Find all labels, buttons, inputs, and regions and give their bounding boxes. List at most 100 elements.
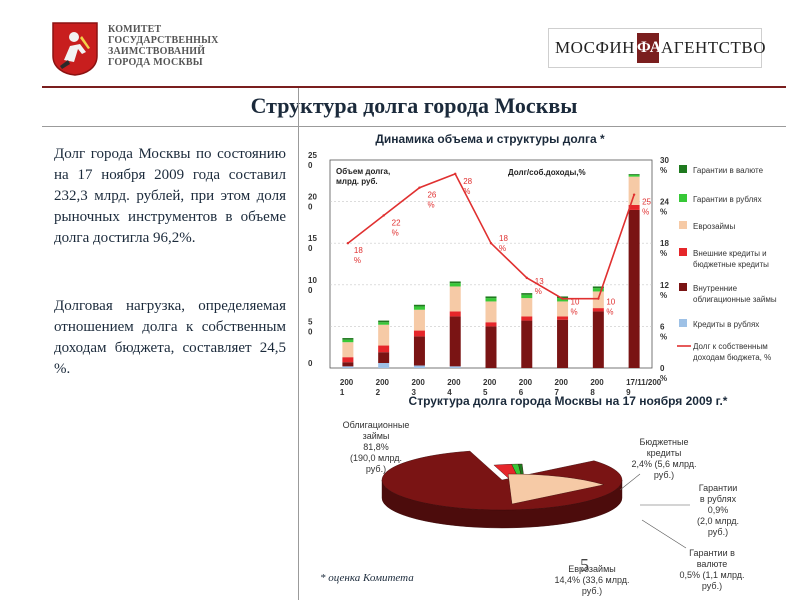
bar-segment <box>378 320 390 323</box>
ratio-point <box>561 297 564 300</box>
ratio-point <box>525 276 528 280</box>
bar-segment <box>557 319 569 368</box>
bar-segment <box>557 296 569 299</box>
legend-label: Еврозаймы <box>693 222 735 231</box>
ratio-point <box>418 186 421 189</box>
bar-segment <box>557 301 569 317</box>
bar-segment <box>342 339 354 343</box>
bar-segment <box>592 311 604 368</box>
legend-label: Гарантии в валюте <box>693 166 764 175</box>
legend-swatch <box>679 319 687 327</box>
x-tick-label: 200 7 <box>555 378 569 397</box>
bar-segment <box>449 281 461 284</box>
pie-slice-label: Еврозаймы 14,4% (33,6 млрд. руб.) <box>554 564 629 596</box>
bar-segment <box>378 324 390 346</box>
mosfin-agency-logo: МОСФИН ФА АГЕНТСТВО <box>548 28 766 68</box>
pie-slice-label: Бюджетные кредиты 2,4% (5,6 млрд. руб.) <box>631 437 696 480</box>
legend-label: Долг к собственным доходам бюджета, % <box>693 342 771 362</box>
bar-segment <box>413 365 425 368</box>
bar-segment <box>342 366 354 368</box>
bar-segment <box>342 338 354 340</box>
y-tick-label: 10 0 <box>308 276 317 295</box>
header-divider <box>42 86 786 88</box>
legend-swatch <box>679 194 687 202</box>
committee-line: ГОСУДАРСТВЕННЫХ <box>108 35 219 46</box>
ratio-data-label: 13% <box>535 277 544 296</box>
bar-segment <box>592 308 604 312</box>
ratio-point <box>597 297 600 300</box>
bar-segment <box>628 174 640 177</box>
column-divider <box>298 88 299 600</box>
bar-segment <box>413 304 425 307</box>
bar-segment <box>449 286 461 312</box>
x-tick-label: 200 5 <box>483 378 497 397</box>
ratio-point <box>632 193 636 196</box>
legend-swatch <box>679 221 687 229</box>
x-tick-label: 200 3 <box>411 378 425 397</box>
page-number: 5 <box>580 555 589 575</box>
y-tick-label: 15 0 <box>308 234 317 253</box>
ratio-data-label: 28% <box>463 177 472 196</box>
y-tick-label: 25 0 <box>308 151 317 170</box>
bar-segment <box>485 301 497 323</box>
pie-chart-title: Структура долга города Москвы на 17 нояб… <box>409 394 728 408</box>
bar-segment <box>449 283 461 287</box>
bar-segment <box>378 322 390 325</box>
ratio-data-label: 10% <box>571 298 580 317</box>
bar-segment <box>449 316 461 367</box>
debt-dynamics-chart: Динамика объема и структуры долга * 25 0 20… <box>308 132 777 397</box>
legend-label: Кредиты в рублях <box>693 320 759 329</box>
committee-line: ЗАИМСТВОВАНИЙ <box>108 46 206 57</box>
bar-segment <box>342 362 354 367</box>
ratio-point <box>454 172 457 176</box>
bar-segment <box>449 366 461 368</box>
ratio-point <box>489 242 493 245</box>
y2-tick-label: 6% <box>660 322 667 341</box>
bar-segment <box>628 176 640 205</box>
bar-segment <box>342 342 354 358</box>
bar-segment <box>521 298 533 317</box>
y-tick-label: 20 0 <box>308 193 317 212</box>
legend-label: Внутренние облигационные займы <box>693 284 777 304</box>
pie-slice-label: Гарантии в валюте 0,5% (1,1 млрд. руб.) <box>679 548 744 591</box>
pie-slice-label: Облигационные займы 81,8% (190,0 млрд. руб.) <box>343 420 410 474</box>
debt-structure-pie-chart: Структура долга города Москвы на 17 нояб… <box>343 394 745 596</box>
committee-name: КОМИТЕТ ГОСУДАРСТВЕННЫХ ЗАИМСТВОВАНИЙ ГО… <box>108 24 238 68</box>
x-tick-label: 17/11/200 9 <box>626 378 662 397</box>
bar-segment <box>378 345 390 353</box>
agency-emblem-icon: ФА <box>637 33 661 63</box>
y-axis-label: Объем долга, млрд. руб. <box>336 167 390 186</box>
title-divider <box>42 126 786 127</box>
bar-segment <box>342 357 354 363</box>
bar-segment <box>449 311 461 317</box>
pie-slice <box>381 450 623 511</box>
leader-line <box>641 519 687 549</box>
x-tick-label: 200 1 <box>340 378 354 397</box>
agency-name-right: АГЕНТСТВО <box>661 38 766 57</box>
y2-tick-label: 18% <box>660 239 669 258</box>
ratio-point <box>346 242 350 245</box>
committee-line: ГОРОДА МОСКВЫ <box>108 57 203 68</box>
y2-tick-label: 12% <box>660 281 669 300</box>
bar-segment <box>628 204 640 210</box>
ratio-data-label: 18% <box>354 246 363 265</box>
bar-segment <box>628 209 640 368</box>
legend-swatch <box>679 248 687 256</box>
bar-segment <box>592 286 604 289</box>
y-tick-label: 0 <box>308 359 313 368</box>
ratio-data-label: 18% <box>499 234 508 253</box>
committee-line: КОМИТЕТ <box>108 24 162 35</box>
x-tick-label: 200 8 <box>590 378 604 397</box>
legend-swatch <box>679 283 687 291</box>
pie-slice <box>507 473 604 505</box>
bar-segment <box>521 320 533 368</box>
pie-slice-label: Гарантии в рублях 0,9% (2,0 млрд. руб.) <box>697 483 739 537</box>
page-title: Структура долга города Москвы <box>250 93 578 118</box>
ratio-point <box>382 214 385 217</box>
legend-label: Гарантии в рублях <box>693 195 762 204</box>
x-tick-label: 200 6 <box>519 378 533 397</box>
debt-summary-text: Долг города Москвы по состоянию на 17 но… <box>54 146 286 246</box>
bar-segment <box>378 352 390 364</box>
agency-name-left: МОСФИН <box>555 38 635 57</box>
